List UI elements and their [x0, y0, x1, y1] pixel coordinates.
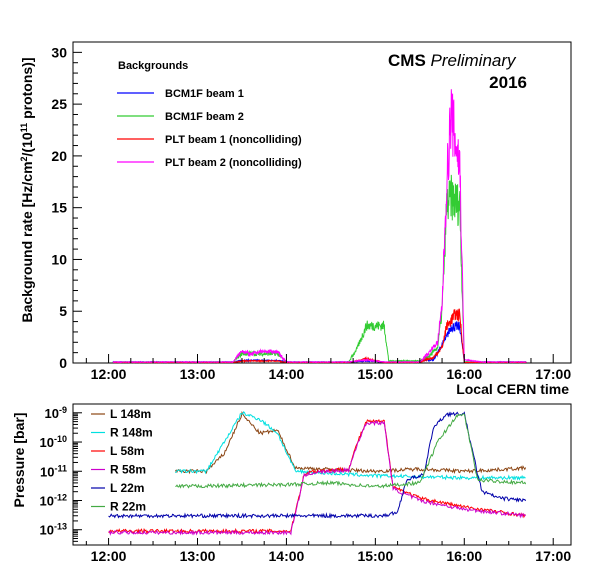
bottom-y-axis-label: Pressure [bar] — [11, 413, 27, 508]
bottom-legend-label-r-22m: R 22m — [110, 500, 146, 514]
bottom-x-axis: 12:00 13:00 14:00 15:00 16:00 17:00 — [85, 538, 571, 564]
year-label: 2016 — [489, 73, 527, 92]
top-y-tick-label: 20 — [51, 148, 67, 164]
bottom-legend-label-l-58m: L 58m — [110, 444, 144, 458]
background-rate-panel: 0 5 10 15 20 25 30 12:00 13:00 14:00 15:00 16:00 17… — [19, 41, 572, 397]
top-x-tick-label: 14:00 — [269, 366, 305, 382]
bottom-x-tick-label: 13:00 — [180, 548, 216, 564]
bottom-series-r-148m — [174, 411, 526, 481]
bottom-series-l-148m — [174, 410, 527, 475]
top-x-tick-label: 13:00 — [180, 366, 216, 382]
top-y-tick-label: 30 — [51, 44, 67, 60]
bottom-y-tick-label: 10-13 — [40, 522, 67, 538]
bottom-series-r-58m — [108, 419, 526, 536]
bottom-legend: L 148m R 148m L 58m R 58m L 22m R 22m — [91, 407, 153, 514]
top-x-axis-label: Local CERN time — [456, 381, 569, 397]
bottom-y-tick-label: 10-9 — [45, 405, 67, 421]
top-legend: BCM1F beam 1 BCM1F beam 2 PLT beam 1 (nonc… — [117, 88, 302, 169]
top-x-axis: 12:00 13:00 14:00 15:00 16:00 17:00 — [85, 354, 571, 382]
bottom-x-tick-label: 17:00 — [535, 548, 571, 564]
top-y-axis-label: Background rate [Hz/cm2/(1011 protons)] — [19, 57, 35, 322]
bottom-series-group — [108, 410, 527, 536]
bottom-y-tick-label: 10-11 — [40, 463, 67, 479]
top-series-group — [112, 89, 527, 364]
bottom-x-tick-label: 16:00 — [446, 548, 482, 564]
top-x-tick-label: 17:00 — [535, 366, 571, 382]
top-legend-label-bcm1f-beam-2: BCM1F beam 2 — [165, 111, 244, 123]
top-y-tick-label: 5 — [59, 303, 67, 319]
top-legend-label-plt-beam-2-noncolliding: PLT beam 2 (noncolliding) — [165, 157, 302, 169]
top-legend-label-plt-beam-1-noncolliding: PLT beam 1 (noncolliding) — [165, 134, 302, 146]
top-x-tick-label: 16:00 — [446, 366, 482, 382]
bottom-x-tick-label: 14:00 — [269, 548, 305, 564]
top-x-tick-label: 12:00 — [91, 366, 127, 382]
top-y-axis: 0 5 10 15 20 25 30 — [51, 41, 82, 371]
bottom-legend-label-l-148m: L 148m — [110, 407, 151, 421]
legend-title: Backgrounds — [118, 60, 188, 72]
top-x-tick-label: 15:00 — [357, 366, 393, 382]
top-y-tick-label: 15 — [51, 200, 67, 216]
bottom-series-l-22m — [108, 411, 527, 520]
bottom-y-axis: 10-13 10-12 10-11 10-10 10-9 — [40, 403, 82, 546]
bottom-series-r-22m — [175, 413, 527, 489]
cms-label: CMS Preliminary — [388, 51, 517, 70]
bottom-y-tick-label: 10-12 — [40, 492, 67, 508]
top-y-tick-label: 0 — [59, 355, 67, 371]
bottom-x-tick-label: 12:00 — [91, 548, 127, 564]
bottom-series-l-58m — [108, 418, 526, 535]
top-y-tick-label: 25 — [51, 96, 67, 112]
bottom-legend-label-r-58m: R 58m — [110, 463, 146, 477]
bottom-x-tick-label: 15:00 — [357, 548, 393, 564]
pressure-panel: 10-13 10-12 10-11 10-10 10-9 12:00 13:00 14:00… — [11, 403, 572, 564]
top-series-plt-beam-2-noncolliding — [112, 89, 527, 364]
top-legend-label-bcm1f-beam-1: BCM1F beam 1 — [165, 88, 244, 100]
top-y-tick-label: 10 — [51, 251, 67, 267]
bottom-legend-label-l-22m: L 22m — [110, 481, 144, 495]
bottom-legend-label-r-148m: R 148m — [110, 426, 153, 440]
bottom-y-tick-label: 10-10 — [40, 434, 67, 450]
